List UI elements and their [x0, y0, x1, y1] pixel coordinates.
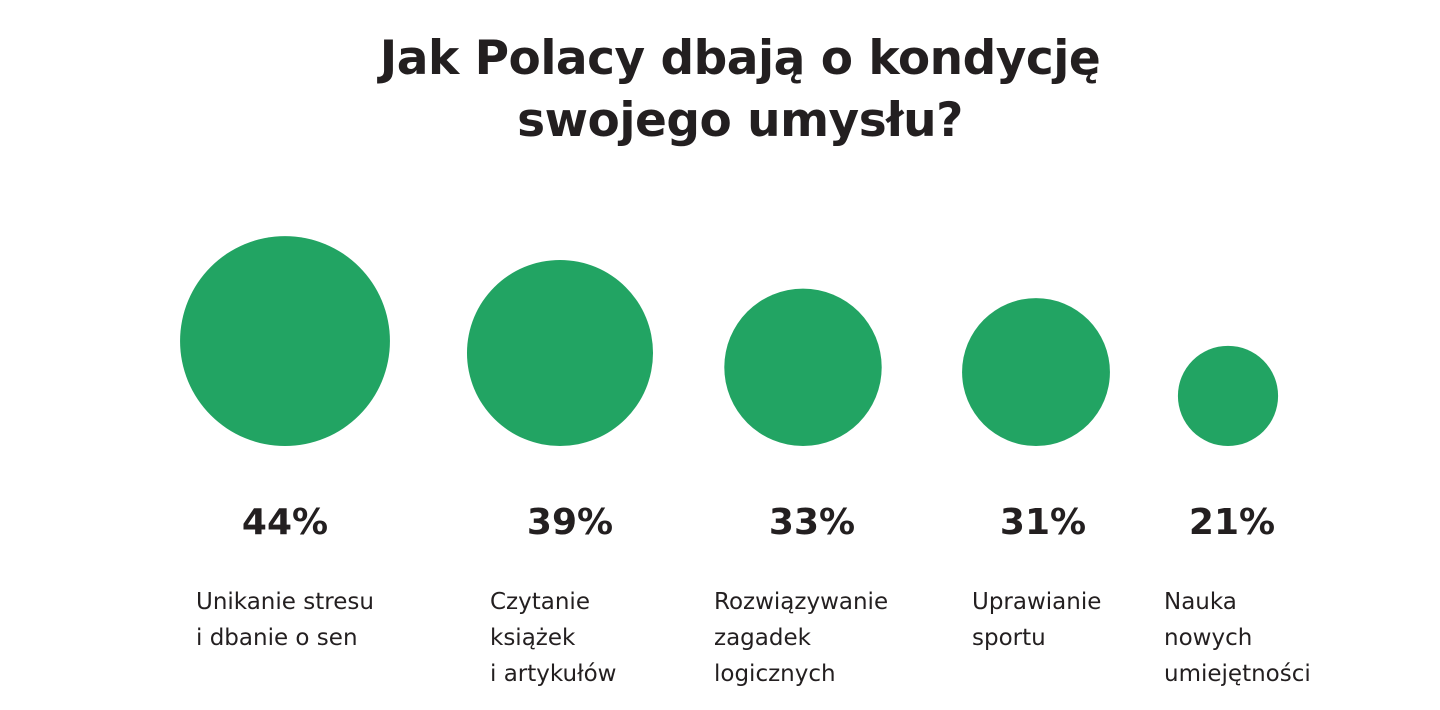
bubble	[962, 298, 1110, 446]
category-label: Unikanie stresu i dbanie o sen	[196, 589, 374, 651]
value-label: 44%	[241, 502, 329, 543]
bubble	[180, 236, 390, 446]
bubble	[724, 288, 882, 447]
category-label: Nauka nowych umiejętności	[1164, 589, 1311, 687]
value-label: 33%	[768, 502, 856, 543]
chart-title: Jak Polacy dbają o kondycję swojego umys…	[379, 31, 1101, 148]
value-label: 39%	[526, 502, 614, 543]
bubble	[1177, 345, 1279, 446]
category-label: Rozwiązywanie zagadek logicznych	[714, 589, 889, 687]
bubble	[466, 259, 654, 446]
category-label: Czytanie książek i artykułów	[490, 589, 617, 687]
category-label: Uprawianie sportu	[972, 589, 1102, 651]
value-label: 21%	[1188, 502, 1276, 543]
value-label: 31%	[999, 502, 1087, 543]
